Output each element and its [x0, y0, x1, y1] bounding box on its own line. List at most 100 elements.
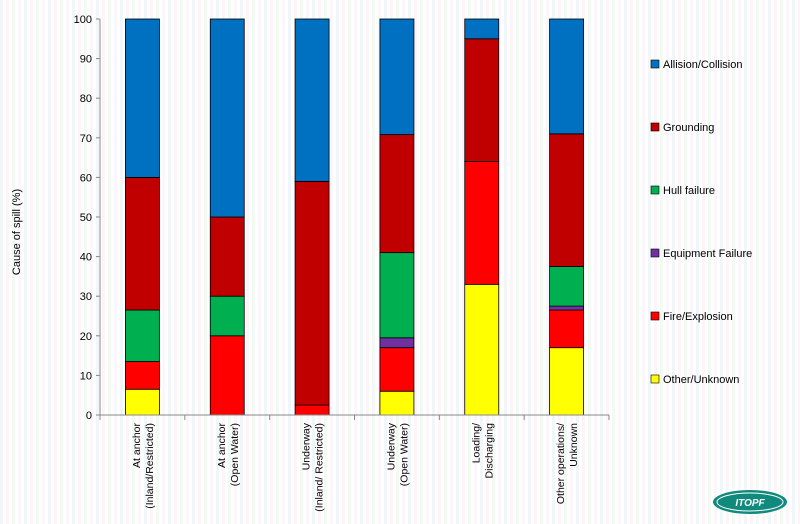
y-tick-label: 90 [80, 54, 92, 66]
bg-stripe [510, 0, 513, 524]
category-label: Loading/Discharging [470, 423, 495, 479]
category-label: At anchor (Open Water) [216, 423, 241, 487]
bg-stripe [786, 0, 789, 524]
bg-stripe [450, 0, 453, 524]
y-tick-label: 20 [80, 331, 92, 343]
bg-stripe [78, 0, 81, 524]
bg-stripe [750, 0, 753, 524]
y-tick-label: 80 [80, 93, 92, 105]
bg-stripe [348, 0, 351, 524]
bg-stripe [204, 0, 207, 524]
bg-stripe [108, 0, 111, 524]
bg-stripe [600, 0, 603, 524]
bg-stripe [726, 0, 729, 524]
bg-stripe [618, 0, 621, 524]
y-tick-label: 10 [80, 370, 92, 382]
y-tick-labels: 0 10 20 30 40 50 60 70 80 90 100 [74, 14, 92, 422]
category-label-line: Discharging [483, 423, 495, 479]
bg-stripe [180, 0, 183, 524]
bar-segment-fire-explosion-1 [209, 335, 245, 416]
bar-segment-equipment-failure-5 [549, 305, 584, 311]
bg-stripe [768, 0, 771, 524]
category-label-line: Other operations/ [555, 423, 567, 504]
itopf-logo: ITOPF [713, 490, 787, 514]
bg-stripe [426, 0, 429, 524]
bg-stripe [630, 0, 633, 524]
bg-stripe [756, 0, 759, 524]
bg-stripe [246, 0, 249, 524]
bar-segment-fire-explosion-0 [125, 361, 160, 390]
bar-segment-fire-explosion-5 [549, 309, 584, 349]
bg-stripe [504, 0, 507, 524]
bg-stripe [438, 0, 441, 524]
bg-stripe [48, 0, 51, 524]
bg-stripe [378, 0, 381, 524]
bg-stripe [792, 0, 795, 524]
bg-stripe [24, 0, 27, 524]
bar-segment-allision-collision-1 [209, 18, 245, 218]
bg-stripe [174, 0, 177, 524]
category-label-line: (Inland/Restricted) [144, 423, 156, 509]
bg-stripe [522, 0, 525, 524]
bar-segment-allision-collision-0 [125, 18, 160, 178]
bg-stripe [528, 0, 531, 524]
bar-segment-fire-explosion-3 [379, 347, 415, 392]
logo-text: ITOPF [735, 498, 765, 509]
category-label: Underway (Open Water) [385, 422, 410, 486]
bar-segment-grounding-0 [125, 176, 160, 311]
bg-stripe [270, 0, 273, 524]
bg-stripe [516, 0, 519, 524]
bg-stripe [420, 0, 423, 524]
bg-stripe [18, 0, 21, 524]
bar-segment-equipment-failure-3 [379, 337, 415, 349]
bg-stripe [336, 0, 339, 524]
bg-stripe [192, 0, 195, 524]
bg-stripe [0, 0, 3, 524]
bar-segment-fire-explosion-4 [464, 161, 500, 285]
y-tick-label: 60 [80, 172, 92, 184]
y-tick-label: 100 [74, 14, 92, 26]
category-label-line: At anchor [131, 423, 143, 468]
category-label-line: Loading/ [470, 423, 482, 463]
bar-segment-allision-collision-2 [294, 18, 330, 182]
category-label-line: (Inland/ Restricted) [314, 423, 326, 512]
bg-stripe [120, 0, 123, 524]
bg-stripe [546, 0, 549, 524]
bg-stripe [612, 0, 615, 524]
bg-stripe [606, 0, 609, 524]
bg-stripe [366, 0, 369, 524]
y-tick-label: 30 [80, 291, 92, 303]
bar-segment-allision-collision-3 [379, 18, 415, 136]
category-label-line: At anchor [216, 423, 228, 468]
bg-stripe [258, 0, 261, 524]
bg-stripe [738, 0, 741, 524]
bar-segment-other-unknown-4 [464, 283, 500, 416]
bg-stripe [276, 0, 279, 524]
bg-stripe [252, 0, 255, 524]
bg-stripe [648, 0, 651, 524]
bg-stripe [678, 0, 681, 524]
legend-label: Grounding [663, 122, 714, 134]
legend: Allision/Collision Grounding Hull failure E… [650, 59, 752, 386]
legend-swatch [650, 374, 660, 384]
bg-stripe [90, 0, 93, 524]
bg-stripe [288, 0, 291, 524]
legend-swatch [650, 59, 660, 69]
y-axis-label: Cause of spill (%) [11, 189, 23, 275]
category-label-line: Underway [385, 422, 397, 470]
bg-stripe [66, 0, 69, 524]
bar-segment-fire-explosion-2 [294, 404, 330, 416]
bg-stripe [54, 0, 57, 524]
legend-swatch [650, 248, 660, 258]
bg-stripe [702, 0, 705, 524]
bg-stripe [42, 0, 45, 524]
bg-stripe [342, 0, 345, 524]
category-label-line: (Open Water) [398, 423, 410, 486]
bar-segment-grounding-5 [549, 133, 584, 267]
bg-stripe [672, 0, 675, 524]
bg-stripe [456, 0, 459, 524]
bg-stripe [186, 0, 189, 524]
axes-layer [96, 18, 610, 420]
bg-stripe [642, 0, 645, 524]
